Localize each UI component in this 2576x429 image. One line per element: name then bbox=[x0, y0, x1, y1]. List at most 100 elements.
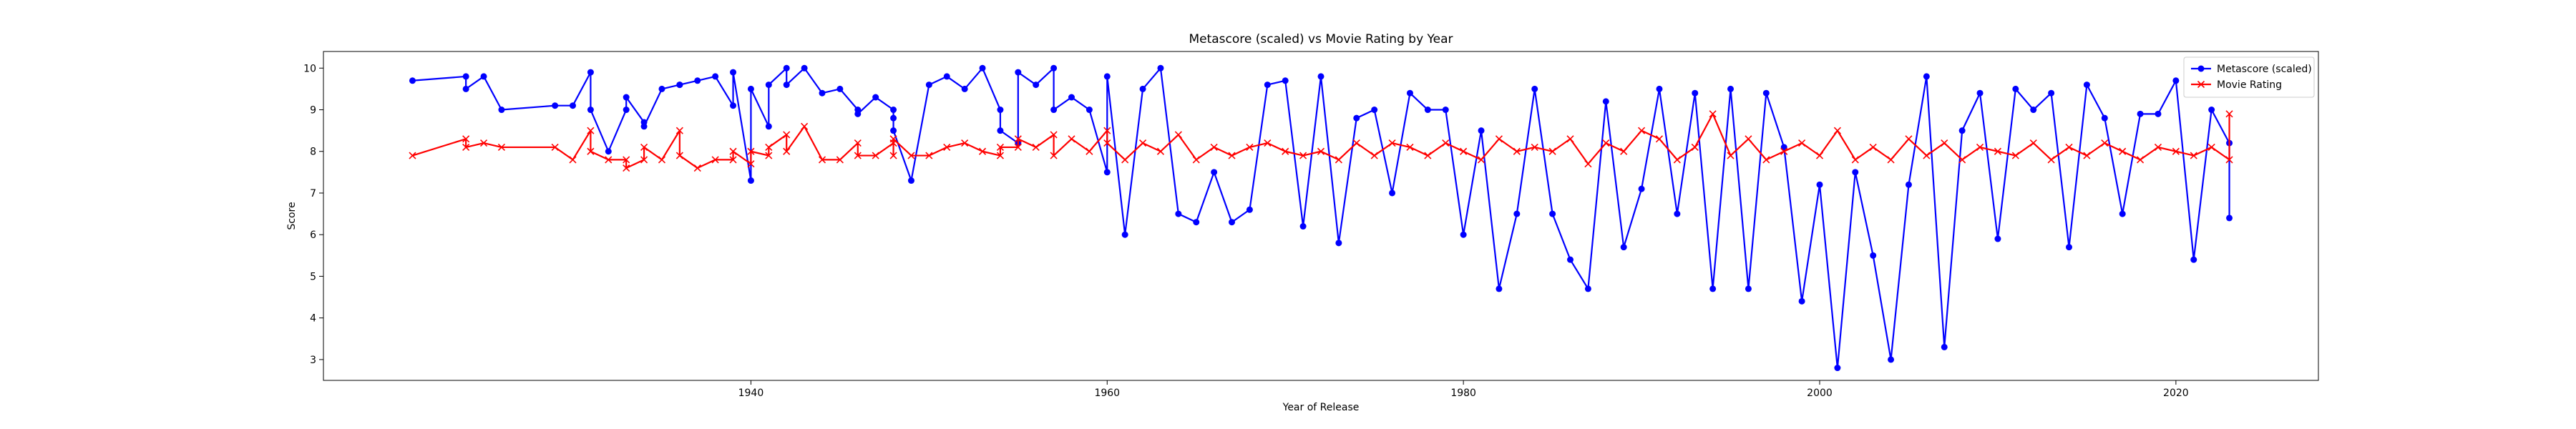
data-point bbox=[1816, 181, 1823, 188]
data-point bbox=[783, 147, 791, 155]
data-point bbox=[640, 143, 648, 151]
data-point bbox=[2137, 110, 2144, 117]
data-point bbox=[2207, 143, 2215, 151]
data-point bbox=[747, 85, 754, 92]
data-point bbox=[961, 85, 968, 92]
data-point bbox=[1602, 98, 1609, 105]
data-point bbox=[1193, 219, 1200, 226]
data-point bbox=[943, 73, 950, 80]
data-point bbox=[2172, 77, 2180, 84]
data-point bbox=[1050, 152, 1058, 159]
data-point bbox=[587, 107, 594, 114]
x-axis: 1940 1960 1980 2000 2020 bbox=[738, 380, 2189, 399]
data-point bbox=[2208, 107, 2215, 114]
data-point bbox=[1762, 156, 1770, 164]
data-point bbox=[925, 152, 933, 159]
data-point bbox=[2066, 244, 2072, 251]
data-point bbox=[2155, 110, 2162, 117]
series-2 bbox=[409, 110, 2233, 172]
data-point bbox=[765, 123, 772, 130]
data-point bbox=[479, 139, 488, 147]
data-point bbox=[961, 139, 969, 147]
data-point bbox=[1941, 139, 1948, 147]
y-tick-label: 10 bbox=[303, 63, 316, 74]
data-point bbox=[1566, 135, 1574, 143]
data-point bbox=[1103, 127, 1111, 134]
data-point bbox=[1211, 169, 1218, 176]
data-point bbox=[1602, 139, 1610, 147]
data-point bbox=[2190, 256, 2197, 263]
data-point bbox=[552, 102, 559, 109]
data-point bbox=[1531, 143, 1538, 151]
data-point bbox=[711, 156, 719, 164]
data-point bbox=[2226, 214, 2233, 222]
data-point bbox=[498, 107, 505, 114]
series-line bbox=[412, 113, 2230, 169]
chart-title: Metascore (scaled) vs Movie Rating by Ye… bbox=[1189, 32, 1453, 46]
data-point bbox=[872, 94, 879, 101]
data-point bbox=[1246, 143, 1254, 151]
data-point bbox=[1745, 135, 1752, 143]
data-point bbox=[1780, 147, 1788, 155]
data-point bbox=[730, 69, 737, 76]
data-point bbox=[2101, 139, 2109, 147]
data-point bbox=[462, 73, 469, 80]
data-point bbox=[1994, 235, 2001, 242]
y-tick-label: 4 bbox=[310, 313, 316, 325]
y-axis: 3 4 5 6 7 8 9 10 bbox=[303, 63, 323, 366]
data-point bbox=[640, 156, 648, 164]
data-point bbox=[1958, 127, 1966, 134]
data-point bbox=[1549, 210, 1556, 217]
data-point bbox=[2047, 156, 2055, 164]
data-point bbox=[1085, 147, 1093, 155]
data-point bbox=[1085, 107, 1093, 114]
data-point bbox=[783, 131, 791, 139]
data-point bbox=[1050, 131, 1058, 139]
data-point bbox=[1674, 210, 1681, 217]
data-point bbox=[818, 156, 826, 164]
data-point bbox=[1941, 343, 1948, 350]
data-point bbox=[1014, 143, 1022, 151]
data-point bbox=[1033, 82, 1040, 89]
data-point bbox=[1798, 139, 1806, 147]
data-point bbox=[1584, 160, 1592, 168]
data-point bbox=[675, 152, 683, 159]
data-point bbox=[605, 148, 612, 155]
data-point bbox=[1513, 147, 1521, 155]
data-point bbox=[1531, 85, 1538, 92]
data-point bbox=[640, 123, 648, 130]
data-point bbox=[1103, 169, 1111, 176]
data-point bbox=[693, 164, 701, 172]
data-point bbox=[1335, 156, 1342, 164]
data-point bbox=[1673, 156, 1681, 164]
data-point bbox=[765, 152, 773, 159]
data-point bbox=[1656, 85, 1663, 92]
legend-label: Metascore (scaled) bbox=[2217, 64, 2312, 75]
data-point bbox=[1317, 147, 1325, 155]
data-point bbox=[890, 127, 897, 134]
data-point bbox=[1103, 139, 1111, 147]
data-point bbox=[1050, 107, 1058, 114]
data-point bbox=[1655, 135, 1664, 143]
data-point bbox=[1958, 156, 1966, 164]
data-point bbox=[765, 82, 772, 89]
y-tick-label: 9 bbox=[310, 105, 316, 117]
data-point bbox=[1282, 147, 1289, 155]
data-point bbox=[1121, 156, 1129, 164]
data-point bbox=[1335, 240, 1342, 247]
data-point bbox=[729, 147, 737, 155]
x-axis-title: Year of Release bbox=[1282, 402, 1360, 413]
data-point bbox=[1496, 285, 1503, 292]
data-point bbox=[1976, 89, 1984, 97]
data-point bbox=[1620, 244, 1627, 251]
data-point bbox=[1246, 206, 1253, 213]
data-point bbox=[480, 73, 487, 80]
data-point bbox=[1513, 210, 1521, 217]
legend-box bbox=[2183, 56, 2315, 98]
data-point bbox=[1709, 285, 1717, 292]
y-tick-label: 6 bbox=[310, 230, 316, 241]
data-point bbox=[1852, 169, 1859, 176]
data-point bbox=[854, 139, 862, 147]
data-point bbox=[1442, 107, 1449, 114]
data-point bbox=[890, 114, 897, 122]
